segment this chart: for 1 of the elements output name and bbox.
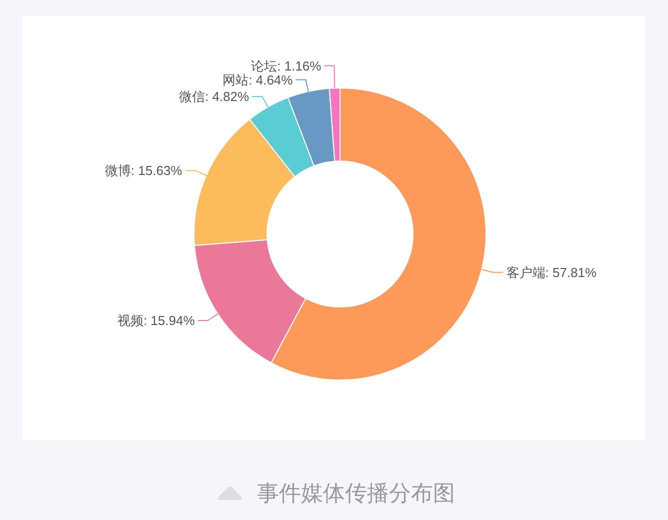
title: 事件媒体传播分布图: [257, 480, 455, 506]
